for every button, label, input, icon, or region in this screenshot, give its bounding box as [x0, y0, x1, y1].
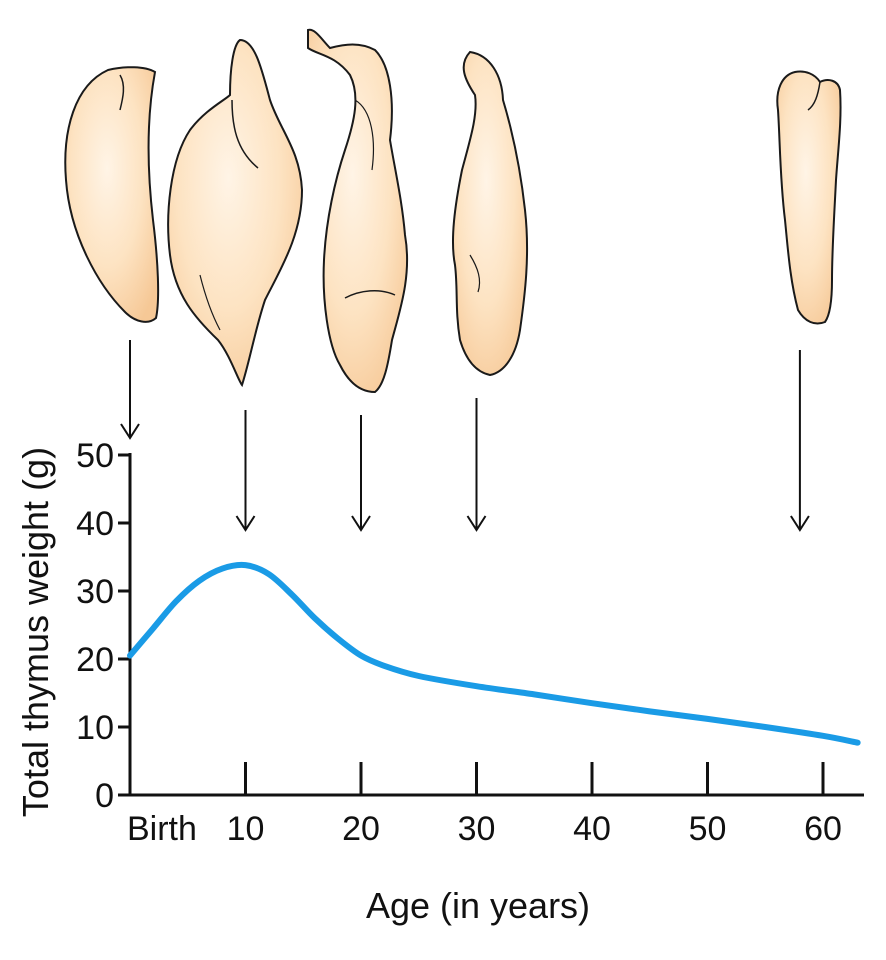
- x-axis-ticks: Birth 10 20 30 40 50 60: [127, 762, 842, 848]
- x-tick-label: 60: [804, 810, 842, 848]
- age-arrows: [120, 340, 810, 532]
- x-tick-label: 10: [227, 810, 265, 848]
- thymus-gland-age-30: [451, 50, 529, 377]
- age-arrow: [235, 410, 256, 532]
- y-axis-title: Total thymus weight (g): [15, 447, 56, 817]
- age-arrow: [351, 415, 371, 532]
- y-axis-ticks: 0 10 20 30 40 50: [76, 437, 130, 815]
- y-tick-label: 40: [76, 505, 114, 543]
- x-tick-label: 20: [342, 810, 380, 848]
- age-arrow: [120, 340, 140, 440]
- x-tick-label: 30: [458, 810, 496, 848]
- x-axis-title: Age (in years): [366, 885, 590, 926]
- thymus-gland-age-60: [776, 70, 842, 325]
- x-tick-label: 50: [689, 810, 727, 848]
- y-tick-label: 50: [76, 437, 114, 475]
- x-tick-label: 40: [573, 810, 611, 848]
- y-tick-label: 20: [76, 641, 114, 679]
- series-line-thymus-weight: [127, 561, 861, 746]
- y-tick-label: 10: [76, 709, 114, 747]
- thymus-gland-birth: [64, 66, 160, 323]
- age-arrow: [790, 350, 810, 532]
- x-tick-label: Birth: [127, 810, 197, 848]
- y-tick-label: 0: [95, 777, 114, 815]
- thymus-gland-age-10: [167, 38, 304, 388]
- y-tick-label: 30: [76, 573, 114, 611]
- thymus-gland-age-20: [307, 28, 409, 394]
- age-arrow: [466, 398, 487, 532]
- thymus-gland-illustrations: [64, 28, 842, 394]
